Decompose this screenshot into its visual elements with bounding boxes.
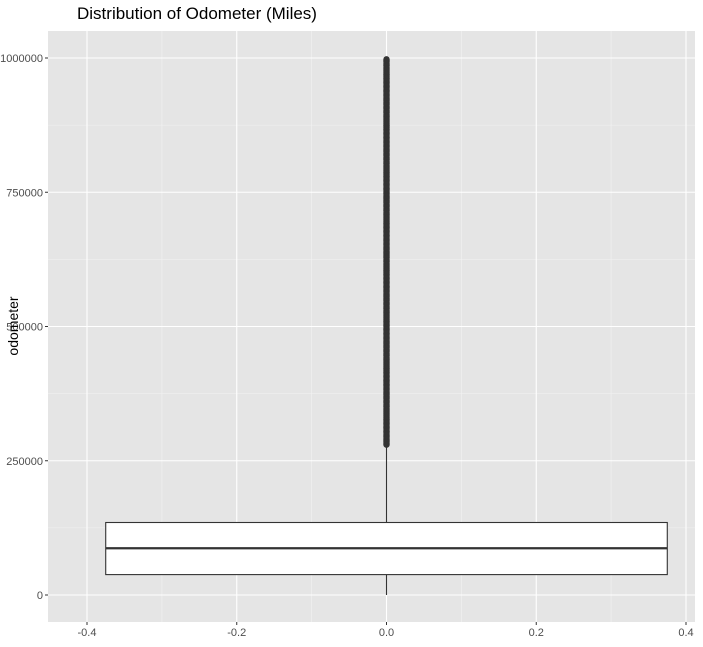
y-axis-title: odometer — [5, 296, 21, 355]
x-axis: -0.4 -0.2 0.0 0.2 0.4 — [78, 622, 694, 639]
x-tick-label: 0.4 — [678, 627, 693, 639]
x-tick-label: -0.4 — [78, 627, 97, 639]
chart-title: Distribution of Odometer (Miles) — [77, 4, 317, 23]
y-tick-label: 1000000 — [0, 53, 43, 65]
x-tick-label: 0.2 — [529, 627, 544, 639]
y-tick-label: 0 — [37, 590, 43, 602]
y-tick-label: 250000 — [6, 456, 43, 468]
x-tick-label: -0.2 — [227, 627, 246, 639]
y-axis: 0 250000 500000 750000 1000000 — [0, 53, 48, 602]
boxplot — [105, 56, 668, 595]
x-tick-label: 0.0 — [379, 627, 394, 639]
outlier-point — [383, 56, 390, 63]
y-tick-label: 500000 — [6, 322, 43, 334]
y-tick-label: 750000 — [6, 187, 43, 199]
